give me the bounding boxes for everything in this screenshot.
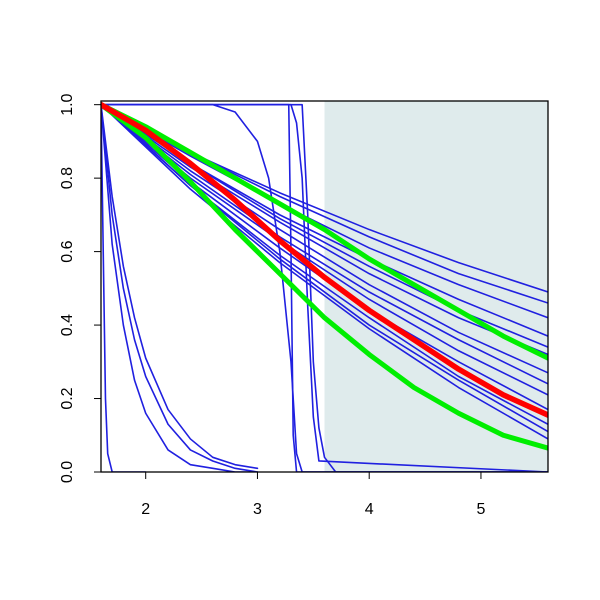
data-line — [101, 103, 548, 472]
x-tick-label: 2 — [141, 501, 150, 518]
data-line — [101, 103, 548, 319]
x-tick-label: 4 — [365, 501, 374, 518]
data-line — [101, 103, 548, 472]
lines-layer — [101, 101, 548, 472]
plot-frame — [100, 100, 549, 473]
axes-layer: 2 3 4 5 0.0 0.2 0.4 0.6 0.8 1.0 — [59, 93, 549, 518]
data-line — [101, 103, 548, 440]
data-line — [101, 103, 259, 472]
data-line — [101, 103, 548, 385]
data-line — [101, 103, 548, 433]
highlight-region — [324, 101, 548, 472]
data-line — [101, 103, 548, 356]
y-tick-label: 0.2 — [59, 387, 76, 409]
data-line — [101, 101, 548, 418]
data-line — [101, 103, 548, 374]
data-line — [101, 103, 147, 472]
y-tick-label: 0.0 — [59, 461, 76, 483]
y-tick-label: 0.8 — [59, 167, 76, 189]
background-layer — [324, 101, 548, 472]
y-tick-label: 0.6 — [59, 240, 76, 262]
data-line — [101, 102, 548, 451]
x-tick-label: 3 — [253, 501, 262, 518]
y-tick-label: 1.0 — [59, 93, 76, 115]
data-line — [101, 103, 259, 472]
x-tick-label: 5 — [476, 501, 485, 518]
data-line — [101, 103, 548, 472]
data-line — [101, 103, 259, 470]
data-line — [101, 102, 548, 361]
y-tick-label: 0.4 — [59, 314, 76, 336]
